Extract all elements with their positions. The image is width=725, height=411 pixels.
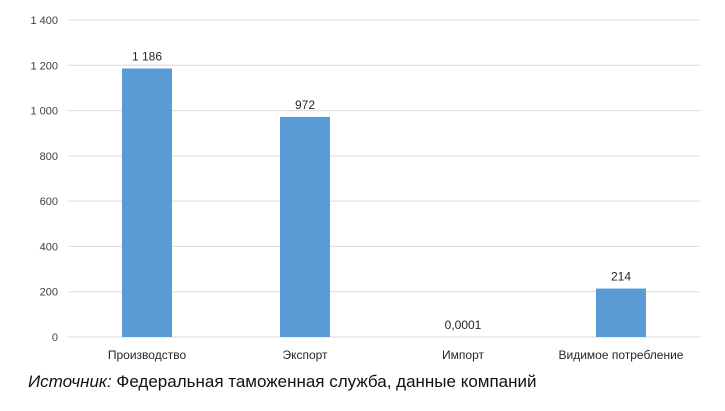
x-category-label: Экспорт [282,348,328,362]
data-label: 1 186 [132,49,162,63]
grid-lines [68,19,700,338]
data-label: 214 [611,270,631,284]
bars [122,68,646,337]
x-axis-category-labels: Производство Экспорт Импорт Видимое потребл… [108,348,684,362]
bar [596,288,646,337]
x-category-label: Импорт [442,348,484,362]
y-tick-label: 1 400 [30,15,58,27]
y-tick-label: 0 [52,332,58,344]
y-axis-tick-labels: 0 200 400 600 800 1 000 1 200 1 400 [30,15,58,344]
y-tick-label: 800 [40,151,58,163]
y-tick-label: 1 000 [30,106,58,118]
x-category-label: Видимое потребление [559,348,684,362]
source-text: Федеральная таможенная служба, данные ко… [111,372,537,391]
bar [122,68,172,337]
y-tick-label: 1 200 [30,60,58,72]
bar [280,116,330,337]
y-tick-label: 600 [40,196,58,208]
y-tick-label: 400 [40,241,58,253]
x-category-label: Производство [108,348,187,362]
source-label: Источник: [28,372,112,391]
source-note: Источник: Федеральная таможенная служба,… [28,372,537,392]
y-tick-label: 200 [40,287,58,299]
bar-chart: 0 200 400 600 800 1 000 1 200 1 400 1 186 972 0,0… [30,15,700,362]
data-label: 0,0001 [445,318,482,332]
data-label: 972 [295,98,315,112]
data-labels: 1 186 972 0,0001 214 [132,49,631,332]
